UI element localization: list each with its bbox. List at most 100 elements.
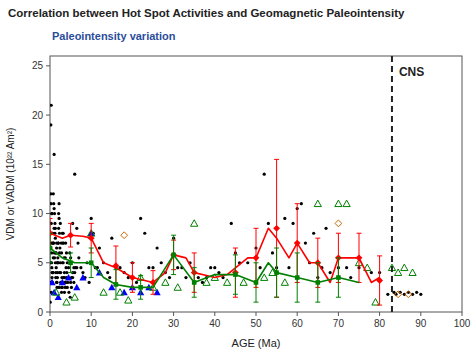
error-bar — [233, 255, 238, 294]
circle-marker — [90, 217, 93, 220]
circle-marker — [271, 251, 274, 254]
y-tick — [46, 312, 50, 313]
error-bar — [295, 253, 300, 302]
diamond-marker — [253, 254, 260, 261]
square-marker — [274, 270, 279, 275]
circle-marker — [349, 276, 352, 279]
diamond-marker — [395, 291, 402, 298]
circle-marker — [55, 281, 58, 284]
circle-marker — [50, 212, 53, 215]
diamond-marker — [335, 220, 342, 227]
circle-marker — [291, 222, 294, 225]
x-tick — [132, 312, 133, 316]
diamond-marker — [129, 274, 136, 281]
circle-marker — [59, 222, 62, 225]
circle-marker — [156, 246, 159, 249]
x-tick — [91, 312, 92, 316]
circle-marker — [51, 271, 54, 274]
square-marker — [254, 280, 259, 285]
circle-marker — [213, 266, 216, 269]
triangle-marker — [50, 279, 56, 285]
chart: Correlation between Hot Spot Activities … — [0, 0, 474, 355]
annotation-line — [391, 56, 393, 312]
circle-marker — [57, 217, 60, 220]
circle-marker — [57, 286, 60, 289]
x-tick-label: 60 — [292, 318, 304, 329]
circle-marker — [184, 276, 187, 279]
plot-frame — [50, 56, 462, 312]
square-marker — [295, 275, 300, 280]
circle-marker — [304, 241, 307, 244]
x-tick-label: 40 — [209, 318, 221, 329]
circle-marker — [168, 276, 171, 279]
square-marker — [316, 280, 321, 285]
subtitle: Paleointensity variation — [52, 30, 176, 42]
series-group — [50, 230, 161, 300]
circle-marker — [58, 232, 61, 235]
error-bar — [50, 233, 53, 263]
circle-marker — [370, 271, 373, 274]
circle-marker — [70, 286, 73, 289]
circle-marker — [50, 251, 53, 254]
circle-marker — [57, 202, 60, 205]
x-tick-label: 90 — [415, 318, 427, 329]
x-axis-label: AGE (Ma) — [232, 337, 281, 349]
error-bar — [377, 256, 382, 305]
triangle-marker — [191, 220, 198, 226]
circle-marker — [263, 173, 266, 176]
circle-marker — [57, 227, 60, 230]
circle-marker — [147, 266, 150, 269]
diamond-marker — [376, 277, 383, 284]
y-tick-label: 10 — [32, 208, 44, 219]
y-tick-label: 25 — [32, 60, 44, 71]
circle-marker — [61, 286, 64, 289]
circle-marker — [53, 222, 56, 225]
triangle-marker — [261, 274, 268, 280]
circle-marker — [53, 256, 56, 259]
annotation-label: CNS — [399, 65, 424, 79]
circle-marker — [98, 246, 101, 249]
triangle-marker — [409, 269, 416, 275]
diamond-marker — [273, 225, 280, 232]
error-bar — [171, 235, 176, 274]
circle-marker — [66, 281, 69, 284]
triangle-marker — [314, 200, 321, 206]
circle-marker — [53, 153, 56, 156]
circle-marker — [53, 207, 56, 210]
x-tick-label: 0 — [47, 318, 53, 329]
x-tick — [379, 312, 380, 316]
diamond-marker — [88, 235, 95, 242]
circle-marker — [217, 271, 220, 274]
square-marker — [336, 275, 341, 280]
diamond-marker — [356, 254, 363, 261]
y-tick-label: 15 — [32, 159, 44, 170]
x-tick-label: 50 — [250, 318, 262, 329]
circle-marker — [50, 271, 53, 274]
circle-marker — [267, 222, 270, 225]
circle-marker — [79, 266, 82, 269]
circle-marker — [62, 261, 65, 264]
y-tick — [46, 115, 50, 116]
triangle-marker — [125, 297, 132, 303]
circle-marker — [139, 217, 142, 220]
triangle-marker — [100, 289, 107, 295]
circle-marker — [287, 266, 290, 269]
square-marker — [50, 246, 52, 251]
circle-marker — [76, 241, 79, 244]
error-bar — [357, 233, 362, 282]
circle-marker — [50, 266, 53, 269]
circle-marker — [151, 266, 154, 269]
circle-marker — [50, 212, 53, 215]
circle-marker — [62, 232, 65, 235]
triangle-marker — [116, 289, 123, 295]
circle-marker — [329, 271, 332, 274]
circle-marker — [60, 251, 63, 254]
circle-marker — [52, 192, 55, 195]
circle-marker — [143, 232, 146, 235]
series-group — [50, 192, 78, 304]
error-bar — [151, 271, 156, 295]
circle-marker — [50, 276, 53, 279]
circle-marker — [55, 281, 58, 284]
square-marker — [171, 253, 176, 258]
circle-marker — [56, 256, 59, 259]
